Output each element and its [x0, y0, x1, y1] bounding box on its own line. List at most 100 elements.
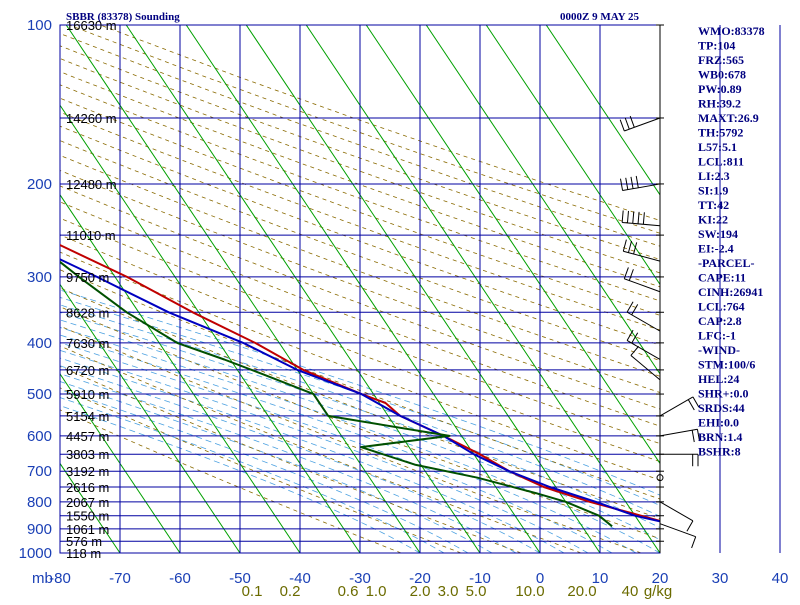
pressure-tick-label: 400: [27, 335, 52, 352]
wind-barb: [659, 428, 700, 443]
pressure-tick-label: 100: [27, 17, 52, 34]
height-label: 11010 m: [66, 228, 116, 243]
mixing-ratio-label: 40: [622, 583, 639, 600]
height-label: 9750 m: [66, 270, 109, 285]
wind-barb: [621, 210, 661, 227]
wind-barb: [619, 115, 661, 132]
temperature-tick-label: -70: [109, 570, 131, 587]
moist-adiabat-line: [60, 389, 469, 553]
temperature-tick-label: -50: [229, 570, 251, 587]
wind-barb: [656, 474, 664, 482]
profile-line-2: [60, 258, 660, 523]
height-label: 5154 m: [66, 409, 109, 424]
wind-barb: [626, 301, 661, 332]
height-label: 14260 m: [66, 111, 117, 126]
temperature-tick-label: 0: [536, 570, 544, 587]
temperature-tick-label: 10: [592, 570, 609, 587]
isotherm-line: [60, 104, 361, 553]
index-line: SI:1.9: [698, 184, 728, 198]
moist-adiabat-line: [60, 373, 517, 553]
temperature-tick-label: -40: [289, 570, 311, 587]
height-label: 3192 m: [66, 464, 109, 479]
mixing-ratio-label: 0.2: [280, 583, 301, 600]
mixing-ratio-label: g/kg: [644, 583, 672, 600]
isotherm-line: [365, 25, 660, 465]
index-line: MAXT:26.9: [698, 111, 759, 125]
moist-adiabat-line: [60, 311, 660, 529]
height-label: 3803 m: [66, 447, 109, 462]
index-line: TT:42: [698, 198, 729, 212]
moist-adiabat-line: [60, 349, 589, 553]
moist-adiabat-line: [60, 357, 565, 553]
height-label: 6720 m: [66, 363, 109, 378]
index-line: HEL:24: [698, 372, 739, 386]
index-line: L57:5.1: [698, 140, 737, 154]
index-line: CINH:26941: [698, 285, 763, 299]
isotherm-line: [60, 462, 121, 553]
pressure-tick-label: 200: [27, 176, 52, 193]
moist-adiabat-line: [60, 334, 637, 553]
index-line: -WIND-: [698, 343, 740, 357]
station-title: SBBR (83378) Sounding: [66, 11, 180, 23]
height-label: 8628 m: [66, 305, 109, 320]
isotherm-line: [545, 25, 660, 196]
pressure-tick-label: 800: [27, 494, 52, 511]
wind-barb: [659, 396, 700, 417]
mixing-ratio-label: 1.0: [366, 583, 387, 600]
isotherm-line: [245, 25, 601, 553]
index-line: SHR+:0.0: [698, 387, 749, 401]
height-label: 12480 m: [66, 177, 117, 192]
mixing-ratio-label: 3.0: [438, 583, 459, 600]
temperature-tick-label: 30: [712, 570, 729, 587]
pressure-tick-label: 600: [27, 428, 52, 445]
index-line: -PARCEL-: [698, 256, 754, 270]
datetime-title: 0000Z 9 MAY 25: [560, 11, 639, 23]
mixing-ratio-label: 2.0: [410, 583, 431, 600]
height-label: 1061 m: [66, 522, 109, 537]
height-label: 2616 m: [66, 480, 109, 495]
isotherm-line: [65, 25, 421, 553]
index-line: BRN:1.4: [698, 430, 742, 444]
mixing-ratio-label: 5.0: [466, 583, 487, 600]
index-line: PW:0.89: [698, 82, 742, 96]
sounding-profiles: [60, 243, 660, 528]
height-label: 5910 m: [66, 387, 109, 402]
temperature-tick-label: 20: [652, 570, 669, 587]
wind-barb-column: [619, 24, 700, 553]
index-line: TH:5792: [698, 126, 743, 140]
index-line: LCL:764: [698, 300, 745, 314]
wind-barb: [659, 523, 697, 549]
moist-adiabat-line: [60, 405, 421, 553]
mixing-ratio-label: 0.1: [242, 583, 263, 600]
temperature-unit-prefix: mb: [32, 570, 53, 587]
index-line: EHI:0.0: [698, 416, 739, 430]
wind-barb: [622, 239, 661, 262]
index-line: CAPE:11: [698, 271, 746, 285]
height-label: 1550 m: [66, 509, 109, 524]
wind-barb: [620, 175, 661, 192]
height-label: 576 m: [66, 534, 102, 549]
height-label: 118 m: [66, 546, 101, 561]
pressure-tick-label: 500: [27, 386, 52, 403]
temperature-tick-label: -10: [469, 570, 491, 587]
index-line: EI:-2.4: [698, 242, 734, 256]
moist-adiabat-line: [60, 319, 660, 541]
index-line: LFC:-1: [698, 329, 736, 343]
pressure-tick-label: 300: [27, 269, 52, 286]
height-label: 2067 m: [66, 495, 109, 510]
pressure-tick-label: 700: [27, 463, 52, 480]
height-label: 16630 m: [66, 18, 117, 33]
height-label: 7630 m: [66, 336, 109, 351]
isotherm-line: [425, 25, 660, 375]
temperature-tick-label: 40: [772, 570, 789, 587]
pressure-tick-label: 900: [27, 521, 52, 538]
index-line: LCL:811: [698, 155, 744, 169]
isotherm-line: [60, 283, 241, 553]
isotherm-line: [485, 25, 660, 286]
index-line: WB0:678: [698, 68, 746, 82]
index-line: BSHR:8: [698, 445, 741, 459]
index-line: LI:2.3: [698, 169, 730, 183]
profile-line-3: [60, 260, 613, 528]
